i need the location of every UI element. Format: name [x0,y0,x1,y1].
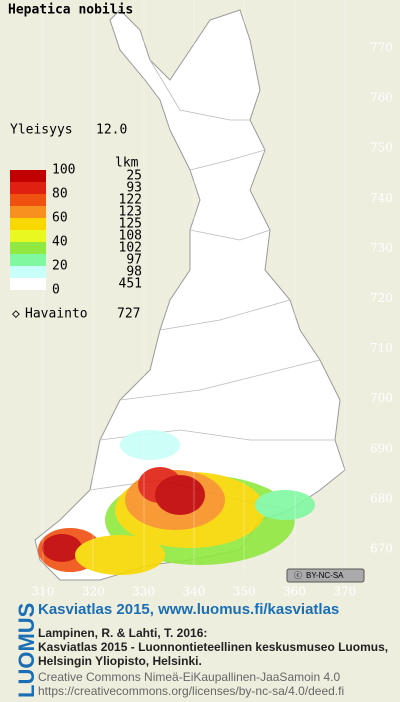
axis-labels: 770 760 750 740 730 720 710 700 690 680 670 310 320 3… [32,41,393,599]
y-axis-label: 680 [370,491,393,505]
license-badge-text: BY-NC-SA [306,571,344,580]
license-line: https://creativecommons.org/licenses/by-… [38,684,344,698]
legend-count: 102 [119,241,142,256]
legend-count: 108 [119,229,142,244]
legend-scale-label: 20 [52,259,68,274]
frequency-label: Yleisyys [10,123,73,138]
frequency-value: 12.0 [96,123,127,138]
legend-swatch [10,242,46,254]
legend-scale-label: 60 [52,211,68,226]
x-axis-label: 340 [182,585,205,599]
x-axis-label: 350 [233,585,256,599]
y-axis-label: 710 [370,341,393,355]
y-axis-label: 740 [370,191,393,205]
occurrence-cells [38,430,315,575]
legend-header: lkm [115,156,139,171]
legend-swatch [10,254,46,266]
license-line: Creative Commons Nimeä-EiKaupallinen-Jaa… [38,670,340,684]
legend-count: 97 [126,253,142,268]
legend-count: 98 [126,265,142,280]
y-axis-label: 760 [370,91,393,105]
legend-count: 125 [119,217,142,232]
x-axis-label: 330 [132,585,155,599]
y-axis-label: 770 [370,41,393,55]
title: Hepatica nobilis [8,3,133,18]
observation-count: 727 [117,307,140,322]
footer: Lampinen, R. & Lahti, T. 2016:Kasviatlas… [38,626,388,698]
legend-count: 451 [119,277,142,292]
y-axis-label: 670 [370,542,393,556]
legend-count: 93 [126,181,142,196]
cc-icon: ⓒ [294,571,302,580]
legend-swatch [10,218,46,230]
x-axis-label: 360 [283,585,306,599]
y-axis-label: 720 [370,291,393,305]
citation-line: Kasviatlas 2015 - Luonnontieteellinen ke… [38,640,388,654]
legend-swatch [10,278,46,290]
legend-swatch [10,182,46,194]
legend-count: 25 [126,169,142,184]
y-axis-label: 690 [370,441,393,455]
citation-line: Helsingin Yliopisto, Helsinki. [38,654,202,668]
citation-line: Lampinen, R. & Lahti, T. 2016: [38,626,207,640]
link[interactable]: Kasviatlas 2015, www.luomus.fi/kasviatla… [38,601,339,618]
x-axis-label: 320 [82,585,105,599]
x-axis-label: 370 [333,585,356,599]
license-badge [286,568,365,583]
legend-swatch [10,206,46,218]
legend-scale-label: 100 [52,163,75,178]
y-axis-label: 730 [370,241,393,255]
y-axis-label: 700 [370,391,393,405]
legend-scale-label: 40 [52,235,68,250]
observation-marker: ◇ [12,307,20,322]
grid-lines [42,0,346,570]
legend-swatch [10,170,46,182]
logo: LUOMUS [14,603,39,698]
legend-swatch [10,230,46,242]
legend-count: 122 [119,193,142,208]
x-axis-label: 310 [32,585,55,599]
legend-swatch [10,194,46,206]
observation-label: Havainto [25,307,88,322]
legend-scale-label: 0 [52,283,60,298]
legend-count: 123 [119,205,142,220]
y-axis-label: 750 [370,141,393,155]
legend-scale-label: 80 [52,187,68,202]
legend-swatch [10,266,46,278]
